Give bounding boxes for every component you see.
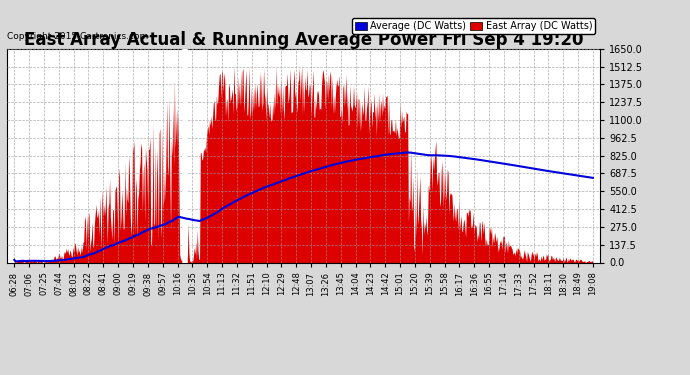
Legend: Average (DC Watts), East Array (DC Watts): Average (DC Watts), East Array (DC Watts… [352,18,595,34]
Title: East Array Actual & Running Average Power Fri Sep 4 19:20: East Array Actual & Running Average Powe… [24,31,583,49]
Text: Copyright 2015 Cartronics.com: Copyright 2015 Cartronics.com [7,32,148,40]
